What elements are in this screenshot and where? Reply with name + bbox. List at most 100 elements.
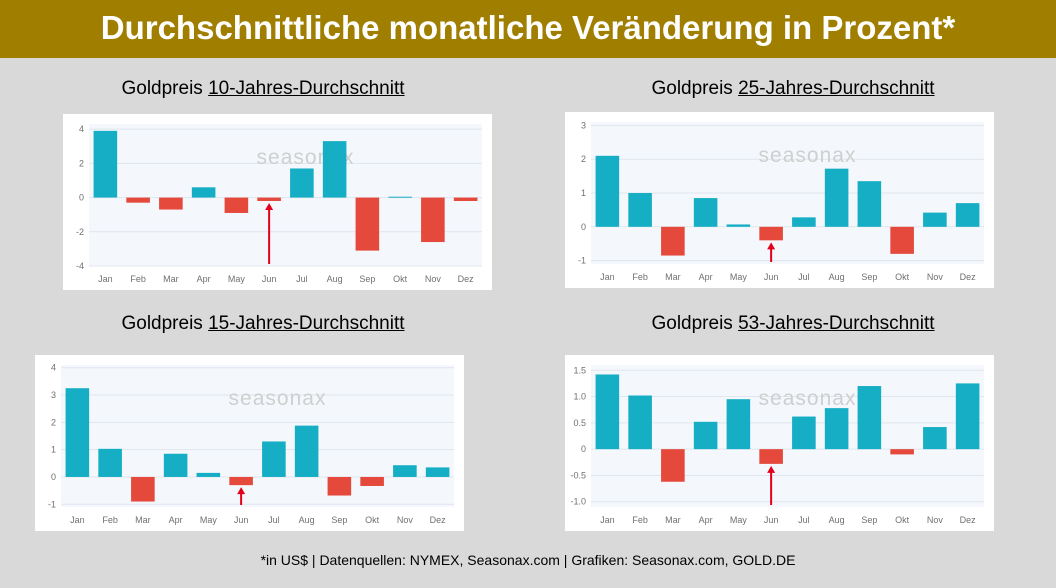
bar-dez	[955, 203, 980, 227]
x-tick-label: Sep	[861, 272, 877, 282]
chart-panel-4: 1.5 1.0 0.5 0 -0.5 -1.0 seasonax Jan Feb Mar Apr Ma…	[565, 355, 994, 531]
bar-dez	[453, 197, 478, 201]
bar-chart-2: 3 2 1 0 -1 seasonax Jan Feb Mar Apr May Jun Jul Aug Se…	[578, 120, 984, 282]
arrow-head	[767, 465, 776, 473]
chart-panel-3: 4 3 2 1 0 -1 seasonax Jan Feb Mar Apr May Jun Jul Aug S…	[35, 355, 464, 531]
chart-panel-2: 3 2 1 0 -1 seasonax Jan Feb Mar Apr May Jun Jul Aug Se…	[565, 112, 994, 288]
bar-apr	[191, 187, 216, 198]
panel-title-period: 10-Jahres-Durchschnitt	[208, 78, 405, 99]
bar-jan	[595, 374, 620, 450]
y-tick-label: 0	[581, 444, 586, 454]
panel-title-2: Goldpreis 25-Jahres-Durchschnitt	[543, 78, 1043, 100]
y-tick-label: 0	[79, 193, 84, 203]
panel-title-4: Goldpreis 53-Jahres-Durchschnitt	[543, 313, 1043, 335]
highlight-arrow-icon	[237, 487, 246, 505]
bar-chart-4: 1.5 1.0 0.5 0 -0.5 -1.0 seasonax Jan Feb Mar Apr Ma…	[570, 365, 984, 525]
y-tick-label: 2	[581, 154, 586, 164]
x-tick-label: Aug	[829, 515, 845, 525]
plot-background	[591, 365, 984, 507]
panel-title-prefix: Goldpreis	[651, 78, 739, 99]
bar-mar	[661, 226, 685, 256]
x-tick-label: Aug	[829, 272, 845, 282]
bar-okt	[890, 226, 914, 254]
bar-dez	[955, 383, 980, 450]
bar-jun	[759, 226, 783, 241]
x-tick-label: Jun	[234, 515, 249, 525]
bar-apr	[693, 198, 718, 227]
y-tick-label: 4	[51, 363, 56, 373]
bar-chart-3: 4 3 2 1 0 -1 seasonax Jan Feb Mar Apr May Jun Jul Aug S…	[48, 363, 454, 525]
seasonax-watermark: seasonax	[759, 144, 857, 167]
x-tick-label: Nov	[927, 515, 944, 525]
bar-jan	[65, 388, 90, 477]
x-tick-label: Jul	[798, 515, 810, 525]
y-tick-label: -2	[76, 227, 84, 237]
y-tick-label: 2	[51, 417, 56, 427]
x-tick-label: Sep	[861, 515, 877, 525]
bar-nov	[923, 427, 947, 450]
x-tick-label: Sep	[359, 274, 375, 284]
x-tick-label: Nov	[425, 274, 442, 284]
panel-title-3: Goldpreis 15-Jahres-Durchschnitt	[13, 313, 513, 335]
page-title: Durchschnittliche monatliche Veränderung…	[100, 9, 956, 46]
bar-aug	[322, 141, 347, 198]
x-tick-label: Okt	[895, 515, 910, 525]
bar-aug	[294, 425, 319, 477]
y-tick-label: 1.0	[573, 392, 586, 402]
x-tick-label: May	[730, 272, 748, 282]
bar-sep	[355, 197, 380, 251]
footer-source-note: *in US$ | Datenquellen: NYMEX, Seasonax.…	[260, 552, 796, 568]
bar-jun	[759, 449, 783, 464]
y-tick-label: 0	[51, 472, 56, 482]
x-tick-label: Jan	[600, 272, 615, 282]
y-tick-label: 0	[581, 222, 586, 232]
panel-title-period: 53-Jahres-Durchschnitt	[738, 313, 935, 334]
y-tick-label: 1	[581, 188, 586, 198]
bar-jun	[229, 476, 253, 486]
bar-dez	[425, 467, 450, 477]
bar-okt	[388, 196, 412, 198]
bar-may	[726, 224, 751, 227]
bar-feb	[628, 395, 652, 450]
bar-jul	[290, 168, 314, 198]
panel-title-prefix: Goldpreis	[121, 313, 209, 334]
panel-title-1: Goldpreis 10-Jahres-Durchschnitt	[13, 78, 513, 100]
bar-mar	[159, 197, 183, 210]
x-tick-label: Mar	[135, 515, 151, 525]
x-tick-label: Jul	[798, 272, 810, 282]
x-tick-label: Dez	[960, 515, 977, 525]
y-tick-label: -0.5	[570, 470, 586, 480]
x-tick-label: Feb	[130, 274, 146, 284]
bar-sep	[857, 181, 882, 227]
plot-background	[89, 124, 482, 266]
bar-feb	[126, 197, 150, 203]
bar-mar	[661, 449, 685, 482]
x-tick-label: Jul	[296, 274, 308, 284]
chart-panel-1: 4 2 0 -2 -4 seasonax Jan Feb Mar Apr May Jun Jul Aug S…	[63, 114, 492, 290]
bar-okt	[360, 476, 384, 486]
x-tick-label: Nov	[927, 272, 944, 282]
x-tick-label: Sep	[331, 515, 347, 525]
x-tick-label: Aug	[299, 515, 315, 525]
bar-aug	[824, 408, 849, 450]
x-tick-label: Feb	[632, 515, 648, 525]
x-tick-label: Apr	[169, 515, 183, 525]
y-tick-label: 1	[51, 445, 56, 455]
panel-title-prefix: Goldpreis	[121, 78, 209, 99]
x-tick-label: Jan	[70, 515, 85, 525]
bar-may	[196, 472, 221, 477]
seasonax-watermark: seasonax	[759, 387, 857, 410]
bar-jul	[792, 217, 816, 227]
x-tick-label: Feb	[632, 272, 648, 282]
y-tick-label: -1	[578, 256, 586, 266]
y-tick-label: -1.0	[570, 497, 586, 507]
x-tick-label: Apr	[699, 515, 713, 525]
highlight-arrow-icon	[265, 202, 274, 264]
bar-okt	[890, 449, 914, 455]
y-tick-label: -4	[76, 261, 84, 271]
highlight-arrow-icon	[767, 465, 776, 505]
bar-nov	[421, 197, 445, 243]
bar-jul	[262, 441, 286, 477]
x-tick-label: Dez	[458, 274, 475, 284]
